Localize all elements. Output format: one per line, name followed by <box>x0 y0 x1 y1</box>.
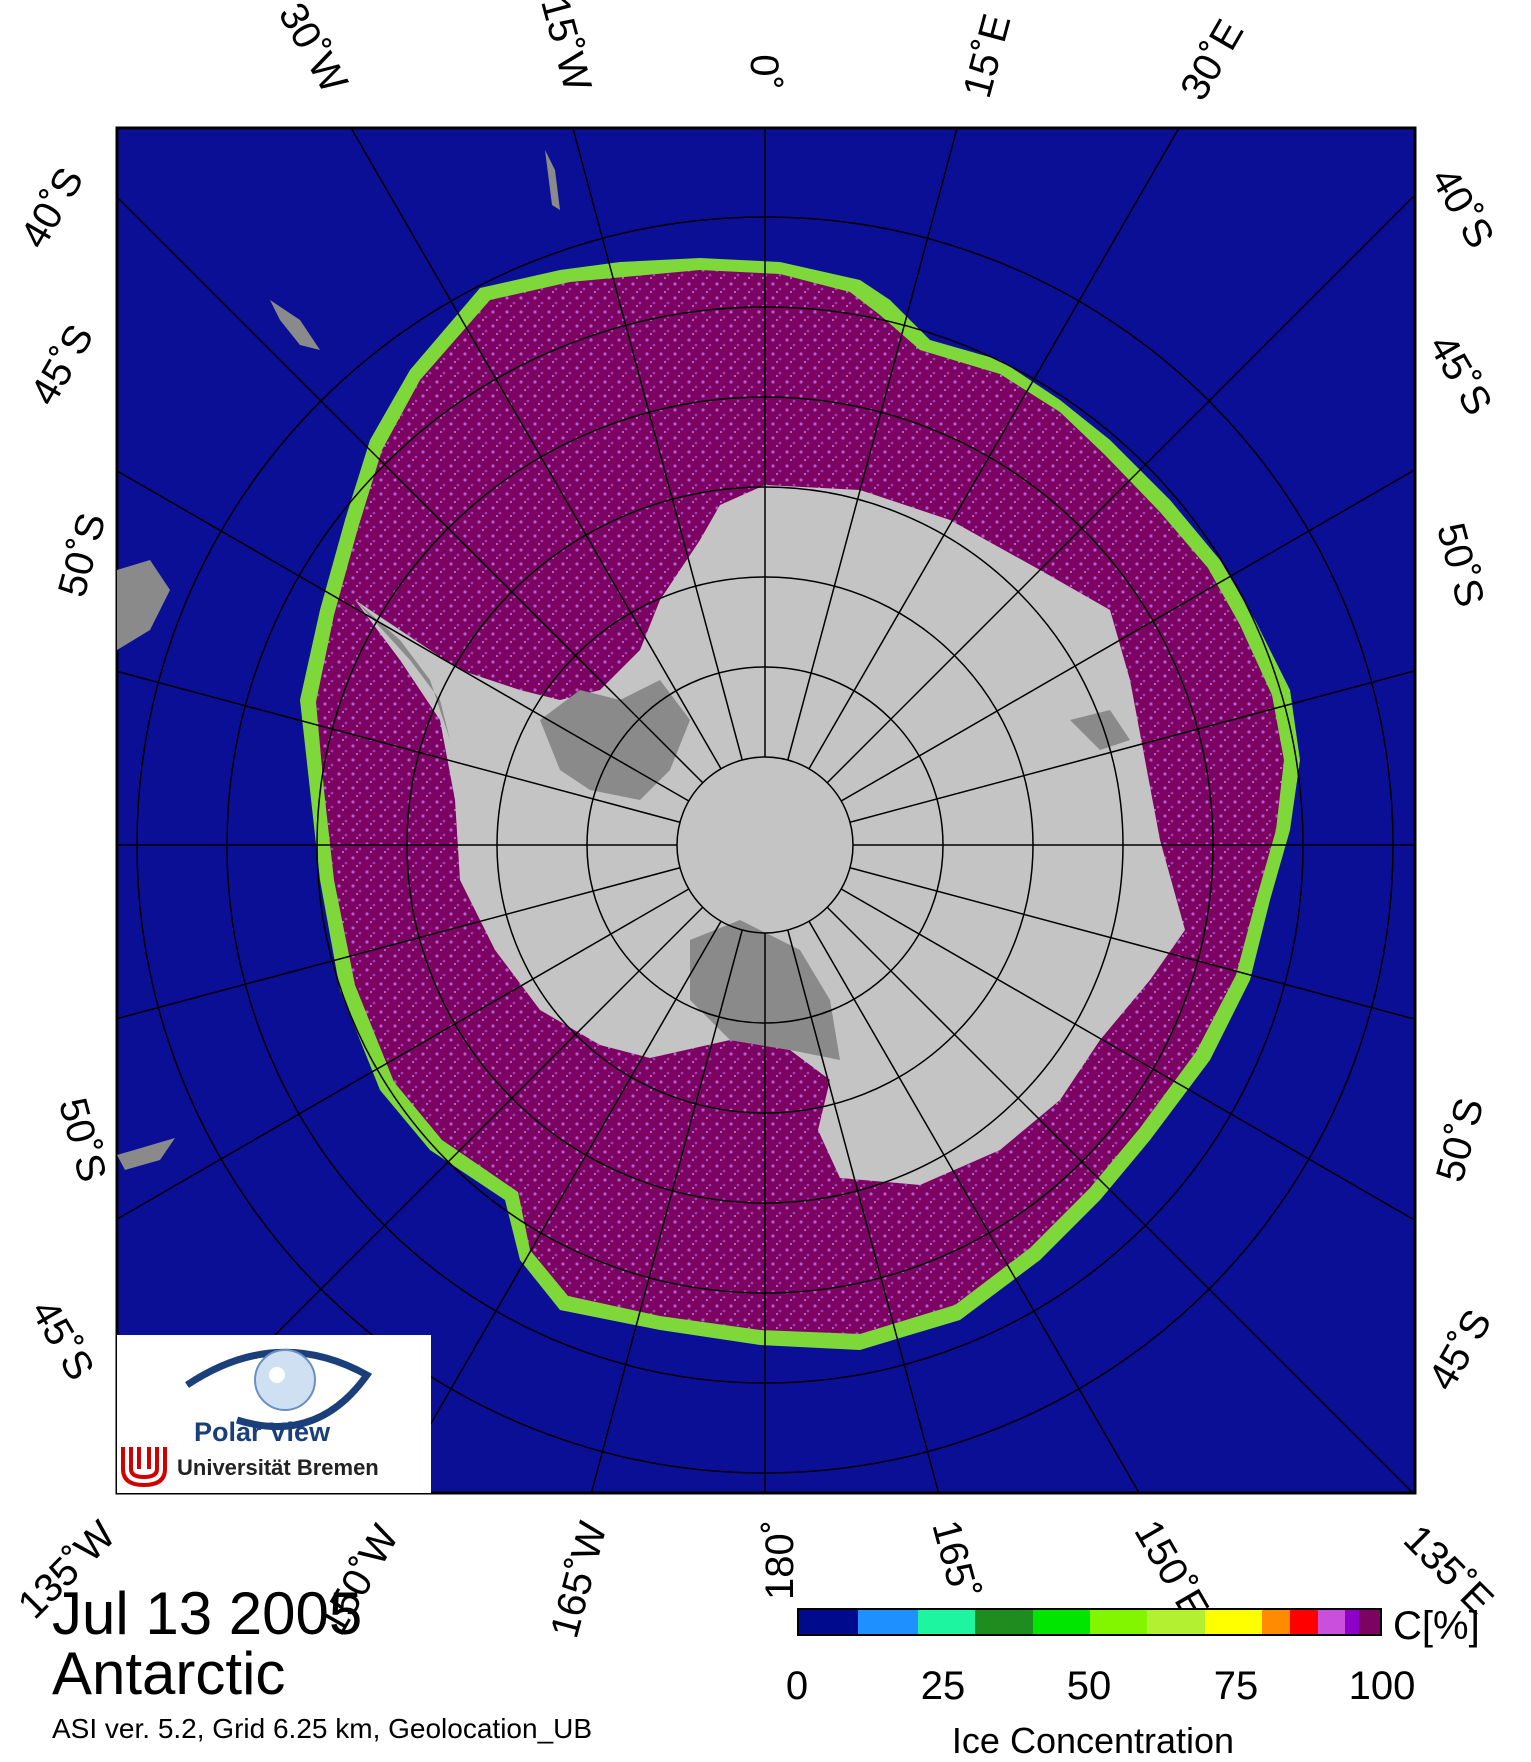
lon-label: 15˚W <box>532 0 600 96</box>
colorbar-tick: 100 <box>1348 1664 1416 1708</box>
lat-label: 40˚S <box>1422 160 1503 256</box>
colorbar-tick: 50 <box>1066 1664 1112 1708</box>
ronne-ice-shelf <box>540 680 690 800</box>
meridian-line <box>350 128 722 770</box>
colorbar-tick: 25 <box>920 1664 966 1708</box>
lat-label: 45˚S <box>1420 1302 1501 1398</box>
map-region: Antarctic <box>52 1640 286 1707</box>
meridian-line <box>117 470 690 802</box>
lon-label: 135˚E <box>1395 1516 1502 1624</box>
meridian-line <box>117 888 690 1220</box>
island <box>545 150 560 210</box>
colorbar-tick: 0 <box>785 1664 809 1708</box>
lat-label: 50˚S <box>1428 518 1493 612</box>
colorbar-segment <box>1317 1610 1346 1634</box>
colorbar-tick: 75 <box>1213 1664 1259 1708</box>
logo-subtitle: Universität Bremen <box>177 1455 379 1480</box>
colorbar-segment <box>1147 1610 1205 1634</box>
map-metadata: ASI ver. 5.2, Grid 6.25 km, Geolocation_… <box>52 1713 593 1744</box>
colorbar <box>797 1608 1382 1636</box>
lon-label: 30˚E <box>1172 12 1253 108</box>
lat-label: 50˚S <box>50 1093 115 1187</box>
meridian-line <box>849 670 1415 823</box>
antarctic-continent <box>355 485 1185 1185</box>
lon-label: 15˚E <box>955 9 1020 103</box>
university-logo-icon <box>121 1447 167 1488</box>
lat-label: 50˚S <box>50 508 115 602</box>
meridian-line <box>117 670 681 823</box>
amery-ice-shelf <box>1070 710 1130 750</box>
colorbar-segment <box>917 1610 976 1634</box>
polar-view-logo: Polar View Universität Bremen <box>117 1335 431 1493</box>
new-zealand <box>117 1138 175 1170</box>
meridian-line <box>826 906 1415 1493</box>
colorbar-segment <box>1262 1610 1290 1634</box>
colorbar-segment <box>1345 1610 1360 1634</box>
meridian-line <box>840 888 1415 1222</box>
lat-label: 45˚S <box>1420 327 1501 423</box>
colorbar-segment <box>799 1610 859 1634</box>
meridian-line <box>808 128 1180 770</box>
colorbar-segment <box>1204 1610 1263 1634</box>
lat-label: 45˚S <box>22 317 103 413</box>
lon-label: 165˚ <box>923 1515 987 1605</box>
colorbar-segment <box>1032 1610 1090 1634</box>
meridian-line <box>390 920 722 1493</box>
colorbar-segment <box>1359 1610 1381 1634</box>
logo-title: Polar View <box>194 1417 331 1447</box>
meridian-line <box>572 128 743 761</box>
colorbar-segment <box>975 1610 1033 1634</box>
colorbar-segment <box>858 1610 918 1634</box>
meridian-line <box>787 128 958 761</box>
south-america <box>117 560 170 650</box>
lat-label: 50˚S <box>1428 1093 1493 1187</box>
meridian-line <box>849 867 1415 1020</box>
meridian-line <box>787 929 940 1493</box>
meridian-line <box>826 193 1415 784</box>
lat-label: 40˚S <box>12 160 93 256</box>
lat-label: 45˚S <box>22 1292 103 1388</box>
colorbar-title: Ice Concentration <box>951 1720 1235 1761</box>
meridian-line <box>840 468 1415 802</box>
meridian-line <box>808 920 1140 1493</box>
lon-label: 0˚ <box>741 54 786 90</box>
lon-label: 180˚ <box>758 1519 803 1601</box>
lon-label: 165˚W <box>542 1517 616 1643</box>
lon-label: 150˚E <box>1125 1512 1218 1628</box>
lon-label: 30˚W <box>269 0 356 101</box>
island <box>270 300 320 350</box>
meridian-line <box>117 867 681 1020</box>
map-date: Jul 13 2005 <box>52 1580 363 1647</box>
colorbar-segment <box>1090 1610 1148 1634</box>
eye-icon <box>185 1348 373 1430</box>
meridian-line <box>117 195 704 784</box>
colorbar-segment <box>1289 1610 1318 1634</box>
colorbar-unit: C[%] <box>1393 1604 1480 1648</box>
meridian-line <box>590 929 743 1493</box>
